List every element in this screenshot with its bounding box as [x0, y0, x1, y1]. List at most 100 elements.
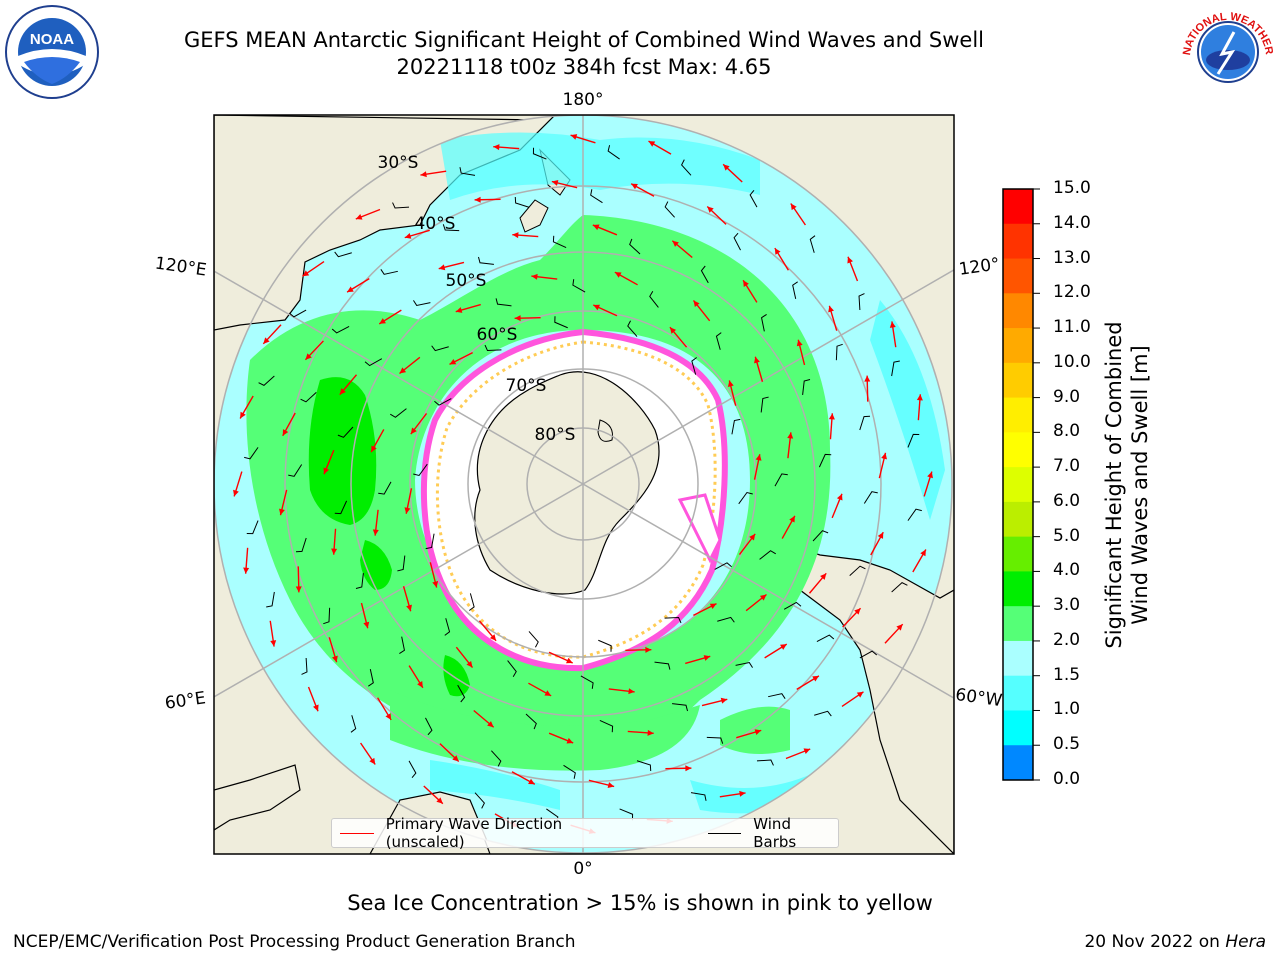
wave-arrow-head	[323, 467, 330, 475]
wave-arrow-head	[404, 507, 411, 514]
wind-barb	[554, 316, 568, 329]
wave-arrow-head	[856, 691, 864, 698]
colorbar-band	[1003, 745, 1033, 781]
wave-arrow-head	[240, 411, 246, 419]
lon-label-120e: 120°E	[154, 254, 208, 281]
wind-barb	[599, 719, 614, 733]
colorbar-tick-label: 14.0	[1053, 212, 1091, 233]
wind-barb	[288, 309, 307, 318]
wind-barb	[735, 662, 753, 668]
wind-barb	[700, 265, 709, 284]
wind-barb	[849, 565, 866, 576]
wave-arrow-head	[787, 432, 794, 439]
wave-arrow-head	[755, 454, 762, 461]
wind-barb	[809, 235, 816, 253]
wave-arrow-head	[743, 280, 749, 287]
wave-arrow-head	[489, 634, 497, 641]
wave-arrow-head	[565, 657, 573, 664]
wind-barb	[759, 550, 776, 560]
wave-arrow-head	[592, 224, 600, 231]
wave-arrow-head	[593, 304, 601, 311]
wave-arrow-head	[709, 603, 717, 610]
wave-arrow-head	[803, 748, 811, 754]
wave-direction-legend-label: Primary Wave Direction (unscaled)	[385, 815, 563, 851]
wind-barb	[469, 593, 475, 611]
wave-arrow-head	[566, 737, 574, 744]
wind-barb	[891, 582, 908, 593]
wave-arrow-head	[233, 489, 239, 497]
wave-arrow-head	[436, 797, 443, 804]
wave-arrow-head	[723, 164, 730, 171]
colorbar-band	[1003, 710, 1033, 746]
wind-barb	[690, 792, 707, 801]
wave-arrow-head	[544, 690, 552, 696]
wind-barb	[774, 473, 788, 487]
wind-barb	[246, 520, 259, 535]
wave-arrow-head	[847, 256, 853, 264]
svg-text:NOAA: NOAA	[30, 31, 74, 48]
wave-arrow-head	[703, 655, 711, 661]
wave-arrow-head	[528, 778, 535, 785]
wave-arrow-head	[754, 729, 762, 735]
wind-barb	[258, 375, 275, 386]
colorbar-tick-label: 6.0	[1053, 490, 1081, 511]
wave-arrow-head	[927, 471, 933, 479]
map-title: GEFS MEAN Antarctic Significant Height o…	[183, 28, 985, 52]
wind-barb	[507, 660, 517, 677]
wave-arrow-head	[493, 144, 500, 151]
wind-barb	[760, 396, 769, 413]
colorbar-band	[1003, 432, 1033, 468]
wave-arrow-head	[551, 180, 559, 186]
wave-arrow-head	[420, 171, 427, 178]
colorbar-band	[1003, 362, 1033, 399]
wind-barb-legend-swatch	[707, 832, 742, 834]
wind-barb	[654, 661, 671, 670]
wave-arrow-head	[631, 183, 638, 190]
wave-arrow-head	[406, 604, 412, 612]
wave-arrow-head	[896, 624, 903, 631]
wind-barb	[802, 378, 811, 395]
wind-barb	[337, 426, 354, 438]
wave-arrow-head	[881, 452, 887, 460]
wave-direction-arrows	[233, 134, 933, 834]
wave-arrow-head	[790, 203, 797, 211]
wave-arrow-head	[385, 713, 392, 720]
map-frame	[213, 114, 955, 855]
wave-arrow-head	[270, 640, 277, 647]
wave-arrow-head	[889, 321, 896, 328]
wind-barb	[590, 189, 603, 204]
wind-barb	[681, 159, 692, 176]
colorbar-tick-label: 13.0	[1053, 247, 1091, 268]
lat-label-30s: 30°S	[378, 153, 419, 173]
sea-ice-caption: Sea Ice Concentration > 15% is shown in …	[347, 891, 933, 915]
wind-barb	[749, 189, 758, 208]
wave-arrow-head	[282, 429, 289, 436]
wind-barb	[532, 147, 547, 160]
wind-barb	[814, 710, 832, 717]
wave-arrow-head	[645, 646, 652, 653]
wind-barb	[425, 717, 433, 736]
wave-arrow-head	[739, 790, 746, 797]
wind-barb	[706, 736, 724, 744]
wave-arrow-head	[332, 655, 338, 663]
wave-arrow-head	[399, 367, 407, 374]
wind-barb	[442, 224, 460, 232]
wind-barb	[355, 573, 364, 590]
wave-arrow-head	[339, 388, 346, 395]
wind-barb	[812, 530, 829, 542]
colorbar	[1003, 188, 1040, 781]
wind-barb	[334, 500, 348, 515]
wave-arrow-head	[305, 353, 312, 360]
wind-barb	[474, 792, 485, 809]
wind-barb	[783, 601, 802, 610]
colorbar-band	[1003, 397, 1033, 433]
wind-barb	[714, 562, 732, 570]
lon-label-60e: 60°E	[164, 688, 207, 713]
colorbar-band	[1003, 675, 1033, 711]
colorbar-tick-label: 15.0	[1053, 178, 1091, 198]
colorbar-tick-label: 0.0	[1053, 769, 1081, 789]
nws-logo: NATIONAL WEATHER SERVICE	[1178, 2, 1275, 99]
wind-barb	[756, 759, 774, 766]
wind-barb	[380, 269, 398, 275]
